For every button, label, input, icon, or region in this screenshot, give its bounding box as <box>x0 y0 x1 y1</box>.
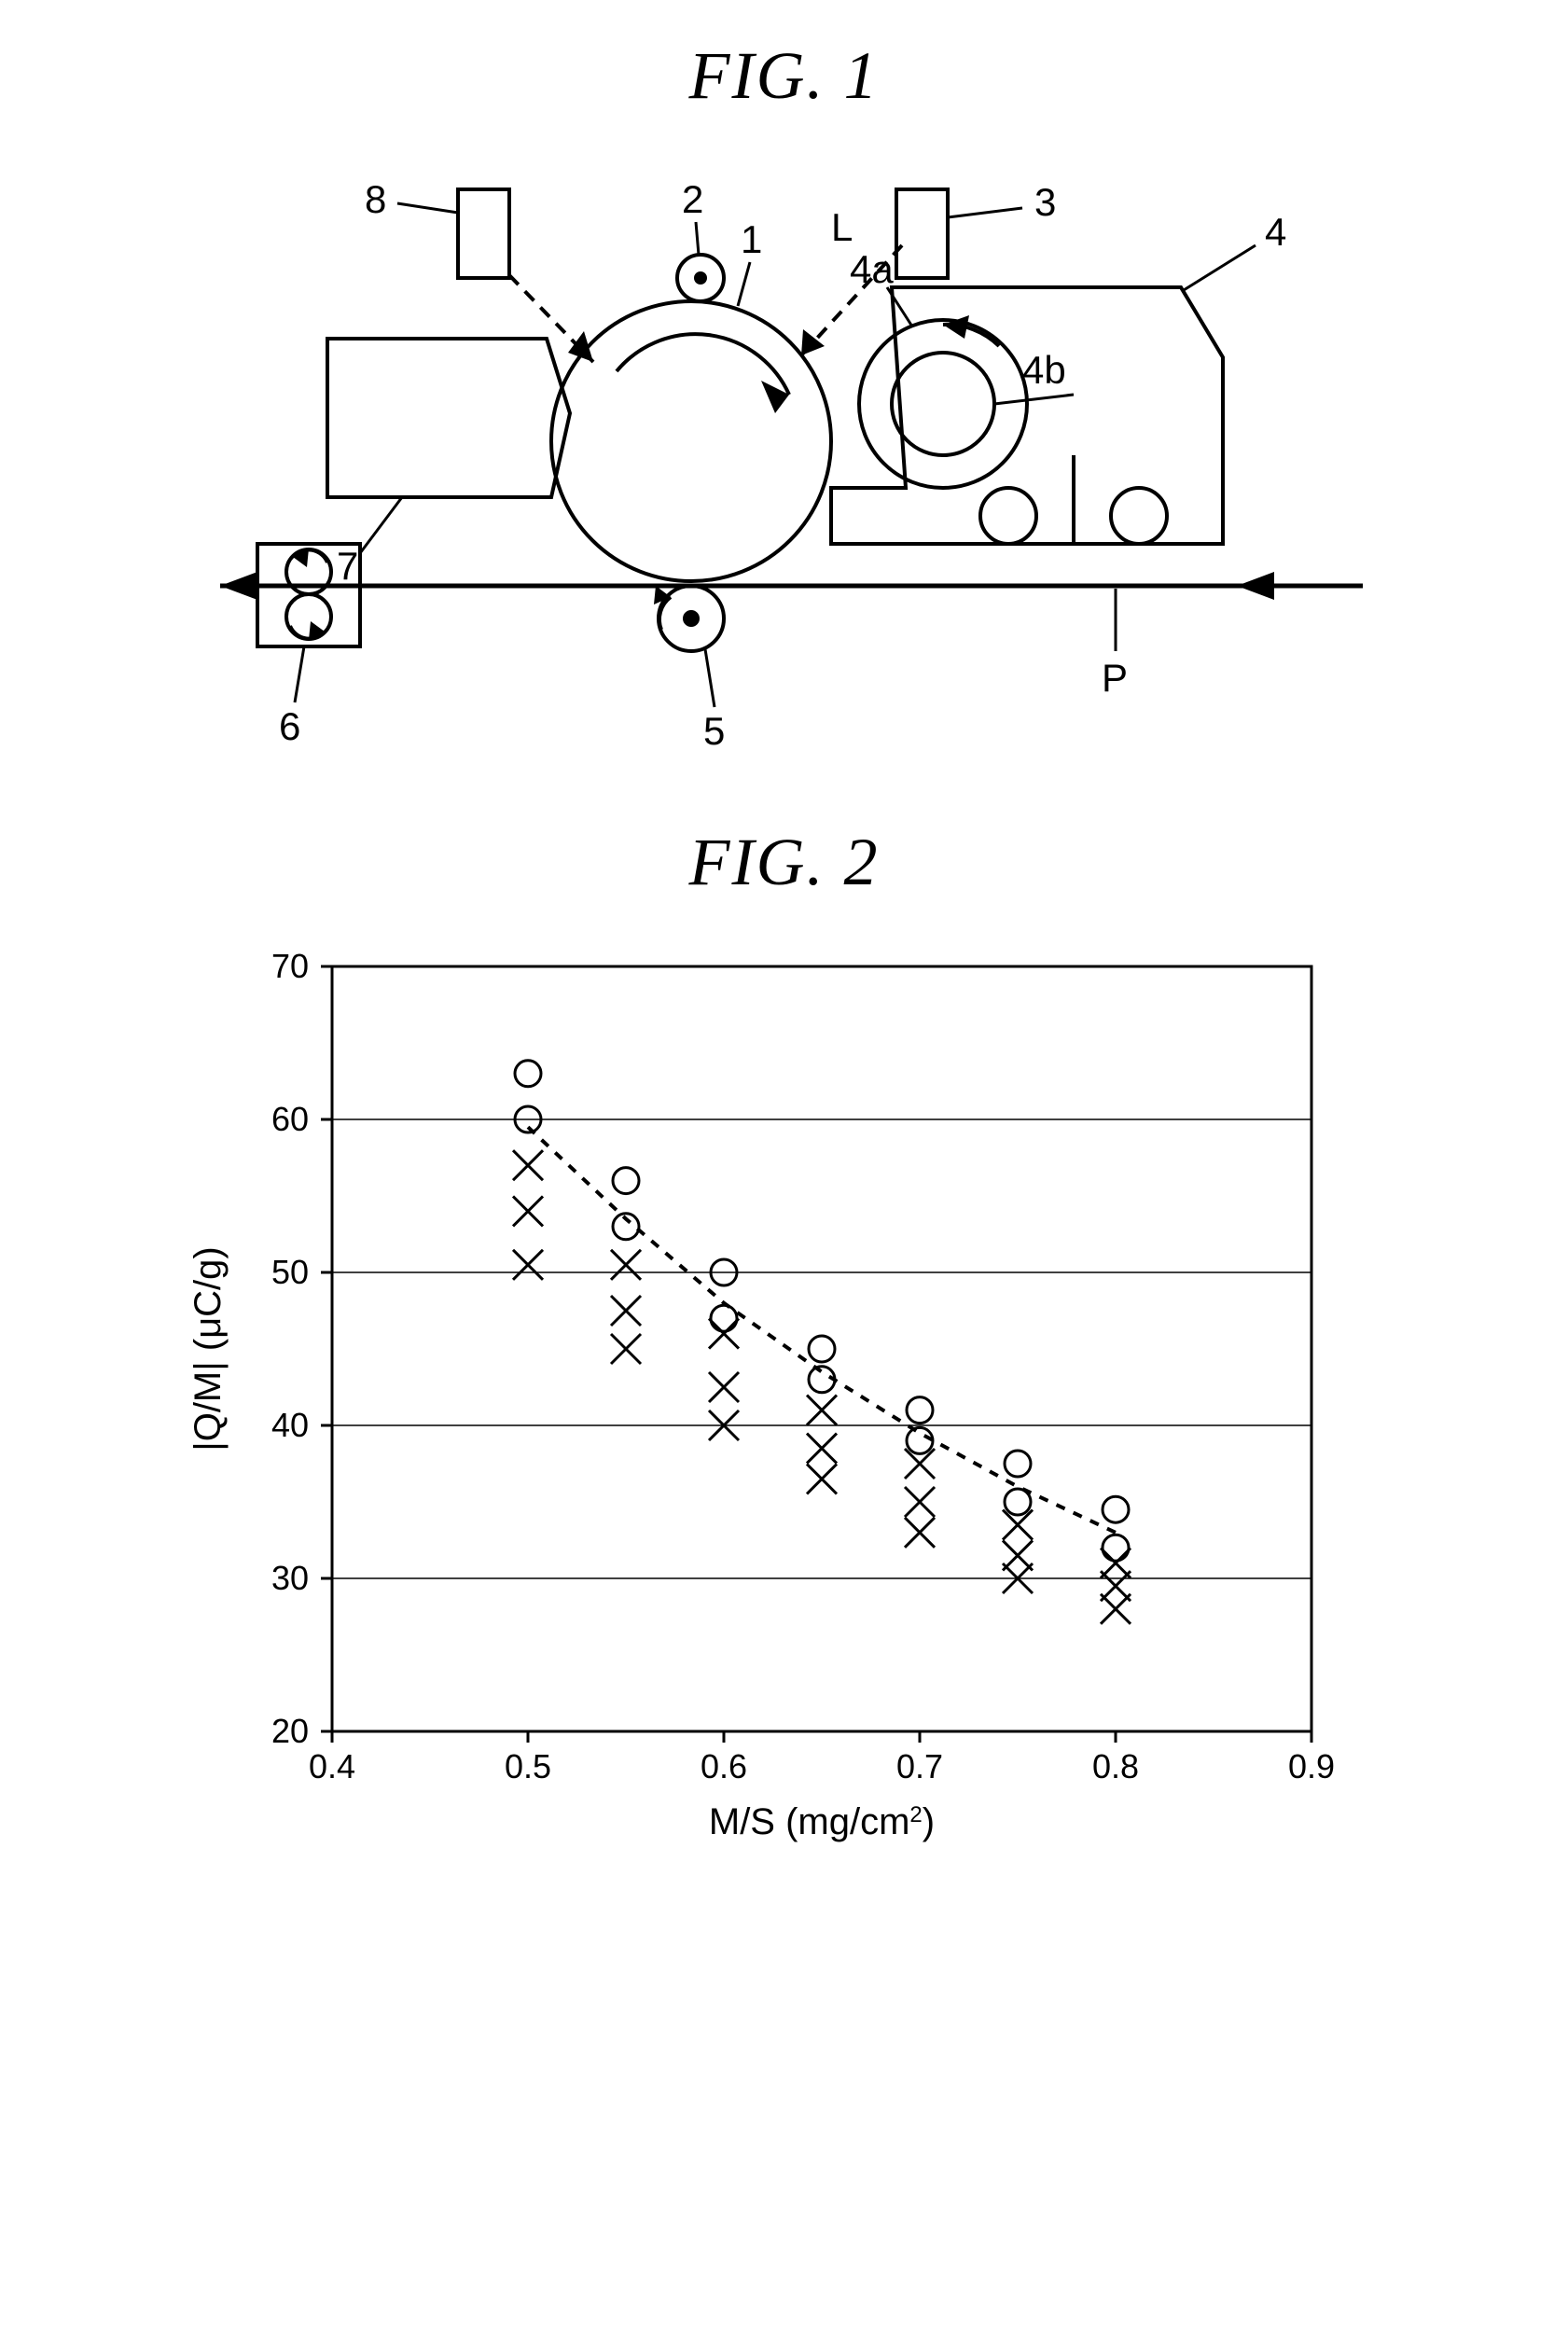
svg-text:|Q/M| (μC/g): |Q/M| (μC/g) <box>187 1246 229 1451</box>
svg-text:60: 60 <box>271 1100 308 1138</box>
svg-text:30: 30 <box>271 1559 308 1597</box>
svg-text:0.7: 0.7 <box>895 1747 942 1785</box>
svg-text:40: 40 <box>271 1406 308 1444</box>
svg-text:50: 50 <box>271 1253 308 1291</box>
figure-2-chart: 20 30 40 50 60 70 0.4 0.5 0.6 0.7 0.8 0.9 M/S (mg/cm… <box>155 929 1414 1881</box>
svg-text:0.5: 0.5 <box>504 1747 550 1785</box>
fig1-label-2: 2 <box>682 177 703 221</box>
figure-1: FIG. 1 <box>37 37 1531 749</box>
fig1-label-4: 4 <box>1265 210 1286 254</box>
svg-text:0.4: 0.4 <box>308 1747 354 1785</box>
fig1-label-3: 3 <box>1034 180 1056 224</box>
figure-2: FIG. 2 20 30 40 50 60 70 0.4 0.5 0.6 0.7 0.8 0.9 M/S… <box>37 824 1531 1881</box>
fig1-label-7: 7 <box>337 544 358 588</box>
fig1-label-P: P <box>1102 656 1128 700</box>
figure-1-diagram: 8 2 1 L 3 4 4a 4b 7 6 5 P <box>178 143 1391 749</box>
fig1-label-6: 6 <box>279 704 300 748</box>
svg-text:70: 70 <box>271 947 308 985</box>
fig1-label-5: 5 <box>703 709 725 749</box>
svg-text:0.8: 0.8 <box>1091 1747 1138 1785</box>
fig1-label-1: 1 <box>741 217 762 261</box>
fig1-label-L: L <box>831 205 853 249</box>
svg-text:M/S (mg/cm2): M/S (mg/cm2) <box>708 1801 934 1842</box>
svg-text:0.6: 0.6 <box>700 1747 746 1785</box>
fig1-label-4a: 4a <box>850 247 894 291</box>
fig1-label-8: 8 <box>365 177 386 221</box>
svg-text:0.9: 0.9 <box>1287 1747 1334 1785</box>
figure-1-title: FIG. 1 <box>37 37 1531 115</box>
svg-text:20: 20 <box>271 1712 308 1750</box>
figure-2-title: FIG. 2 <box>37 824 1531 901</box>
fig1-label-4b: 4b <box>1022 348 1066 392</box>
